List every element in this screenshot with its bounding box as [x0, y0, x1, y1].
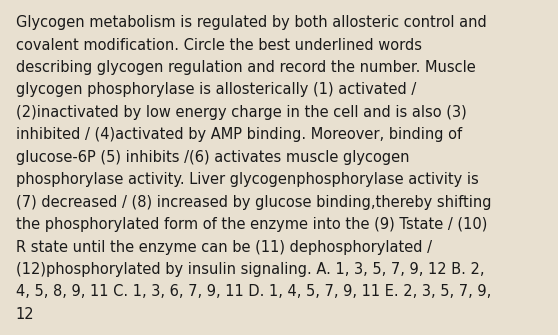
Text: Glycogen metabolism is regulated by both allosteric control and: Glycogen metabolism is regulated by both…: [16, 15, 487, 30]
Text: (12)phosphorylated by insulin signaling. A. 1, 3, 5, 7, 9, 12 B. 2,: (12)phosphorylated by insulin signaling.…: [16, 262, 484, 277]
Text: describing glycogen regulation and record the number. Muscle: describing glycogen regulation and recor…: [16, 60, 475, 75]
Text: inhibited / (4)activated by AMP binding. Moreover, binding of: inhibited / (4)activated by AMP binding.…: [16, 127, 462, 142]
Text: covalent modification. Circle the best underlined words: covalent modification. Circle the best u…: [16, 38, 422, 53]
Text: glycogen phosphorylase is allosterically (1) activated /: glycogen phosphorylase is allosterically…: [16, 82, 416, 97]
Text: (7) decreased / (8) increased by glucose binding,thereby shifting: (7) decreased / (8) increased by glucose…: [16, 195, 491, 210]
Text: R state until the enzyme can be (11) dephosphorylated /: R state until the enzyme can be (11) dep…: [16, 240, 432, 255]
Text: glucose-6P (5) inhibits /(6) activates muscle glycogen: glucose-6P (5) inhibits /(6) activates m…: [16, 150, 409, 165]
Text: (2)inactivated by low energy charge in the cell and is also (3): (2)inactivated by low energy charge in t…: [16, 105, 466, 120]
Text: 12: 12: [16, 307, 34, 322]
Text: 4, 5, 8, 9, 11 C. 1, 3, 6, 7, 9, 11 D. 1, 4, 5, 7, 9, 11 E. 2, 3, 5, 7, 9,: 4, 5, 8, 9, 11 C. 1, 3, 6, 7, 9, 11 D. 1…: [16, 284, 491, 299]
Text: the phosphorylated form of the enzyme into the (9) Tstate / (10): the phosphorylated form of the enzyme in…: [16, 217, 487, 232]
Text: phosphorylase activity. Liver glycogenphosphorylase activity is: phosphorylase activity. Liver glycogenph…: [16, 172, 478, 187]
